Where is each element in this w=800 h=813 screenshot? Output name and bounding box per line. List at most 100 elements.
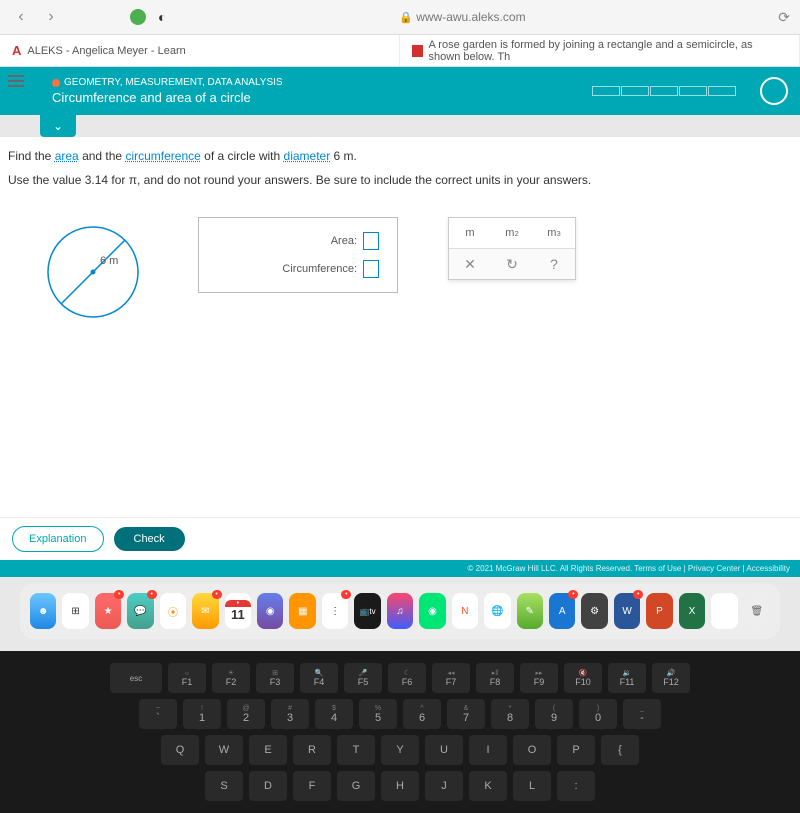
breadcrumb: GEOMETRY, MEASUREMENT, DATA ANALYSIS	[52, 77, 283, 88]
units-panel: m m2 m3 ✕ ↻ ?	[448, 217, 576, 280]
key-J: J	[425, 771, 463, 801]
dock-app10[interactable]: ✎	[517, 593, 543, 629]
check-button[interactable]: Check	[114, 527, 185, 551]
key-6: ^6	[403, 699, 441, 729]
key-W: W	[205, 735, 243, 765]
help-button[interactable]: ?	[533, 249, 575, 279]
key-:: :	[557, 771, 595, 801]
key-row-top: QWERTYUIOP{	[30, 735, 770, 765]
tab-1[interactable]: A ALEKS - Angelica Meyer - Learn	[0, 35, 400, 66]
nav-forward[interactable]: ›	[40, 6, 62, 28]
key-7: &7	[447, 699, 485, 729]
explanation-button[interactable]: Explanation	[12, 526, 104, 552]
key-f11: 🔉F11	[608, 663, 646, 693]
url-bar[interactable]: 🔒 www-awu.aleks.com	[174, 10, 750, 24]
dock-app5[interactable]: ▦	[289, 593, 315, 629]
dock-appletv[interactable]: 📺tv	[354, 593, 380, 629]
breadcrumb-dot-icon	[52, 79, 60, 87]
breadcrumb-text: GEOMETRY, MEASUREMENT, DATA ANALYSIS	[64, 77, 283, 88]
progress-indicator	[592, 86, 736, 96]
key-9: (9	[535, 699, 573, 729]
reload-icon[interactable]: ⟳	[778, 9, 790, 26]
key-f7: ◂◂F7	[432, 663, 470, 693]
question-line-1: Find the area and the circumference of a…	[8, 149, 792, 163]
keyboard: esc☼F1☀F2⊞F3🔍F4🎤F5☾F6◂◂F7▸‖F8▸▸F9🔇F10🔉F1…	[0, 651, 800, 813]
tab-1-title: ALEKS - Angelica Meyer - Learn	[27, 45, 185, 57]
dock-app8[interactable]: N	[452, 593, 478, 629]
dock-excel[interactable]: X	[679, 593, 705, 629]
answer-box: Area: Circumference:	[198, 217, 398, 293]
dock-app4[interactable]: ◉	[257, 593, 283, 629]
key-f3: ⊞F3	[256, 663, 294, 693]
dock-app2[interactable]: ⦿	[160, 593, 186, 629]
area-input[interactable]	[363, 232, 379, 250]
key-f12: 🔊F12	[652, 663, 690, 693]
copyright: © 2021 McGraw Hill LLC. All Rights Reser…	[0, 560, 800, 577]
unit-m3[interactable]: m3	[533, 218, 575, 248]
tab-2-title: A rose garden is formed by joining a rec…	[429, 39, 787, 63]
dock-settings[interactable]: ⚙	[581, 593, 607, 629]
key-f5: 🎤F5	[344, 663, 382, 693]
key-5: %5	[359, 699, 397, 729]
dock-powerpoint[interactable]: P	[646, 593, 672, 629]
url-text: www-awu.aleks.com	[416, 10, 525, 24]
dock-messages[interactable]: 💬•	[127, 593, 153, 629]
circumference-input[interactable]	[363, 260, 379, 278]
key-row-fn: esc☼F1☀F2⊞F3🔍F4🎤F5☾F6◂◂F7▸‖F8▸▸F9🔇F10🔉F1…	[30, 663, 770, 693]
tab-2[interactable]: A rose garden is formed by joining a rec…	[400, 35, 800, 66]
key-f6: ☾F6	[388, 663, 426, 693]
dock-music[interactable]: ♫	[387, 593, 413, 629]
dock-app6[interactable]: ⋮•	[322, 593, 348, 629]
area-row: Area:	[217, 232, 379, 250]
key-S: S	[205, 771, 243, 801]
key-0: )0	[579, 699, 617, 729]
key-{: {	[601, 735, 639, 765]
dock-app3[interactable]: ✉•	[192, 593, 218, 629]
dock-finder[interactable]: ☻	[30, 593, 56, 629]
circumference-row: Circumference:	[217, 260, 379, 278]
dock-appstore[interactable]: A•	[549, 593, 575, 629]
dock-calendar[interactable]: •11	[225, 593, 251, 629]
link-area[interactable]: area	[55, 149, 79, 163]
area-label: Area:	[331, 235, 357, 247]
key--: _-	[623, 699, 661, 729]
diameter-label: 6 m	[100, 255, 118, 267]
circumference-label: Circumference:	[282, 263, 357, 275]
pause-icon[interactable]: ◐	[158, 9, 166, 25]
key-f10: 🔇F10	[564, 663, 602, 693]
header-round-button[interactable]	[760, 77, 788, 105]
page-title: Circumference and area of a circle	[52, 90, 283, 105]
dock-launchpad[interactable]: ⊞	[62, 593, 88, 629]
work-area: 6 m Area: Circumference: m m2 m3 ✕ ↻ ?	[8, 207, 792, 337]
reset-button[interactable]: ↻	[491, 249, 533, 279]
dock-word[interactable]: W•	[614, 593, 640, 629]
hamburger-menu[interactable]	[8, 75, 24, 87]
site-icon	[130, 9, 146, 25]
key-f8: ▸‖F8	[476, 663, 514, 693]
dock-trash[interactable]: 🗑	[744, 593, 770, 629]
dock-app9[interactable]: 🌐	[484, 593, 510, 629]
key-4: $4	[315, 699, 353, 729]
dock-app7[interactable]: ◉	[419, 593, 445, 629]
browser-chrome: ‹ › ◐ 🔒 www-awu.aleks.com ⟳	[0, 0, 800, 35]
key-Y: Y	[381, 735, 419, 765]
dock-chrome[interactable]: ◉	[711, 593, 737, 629]
key-Q: Q	[161, 735, 199, 765]
key-1: !1	[183, 699, 221, 729]
question-instruction: Use the value 3.14 for π, and do not rou…	[8, 173, 792, 187]
clear-button[interactable]: ✕	[449, 249, 491, 279]
key-2: @2	[227, 699, 265, 729]
link-diameter[interactable]: diameter	[284, 149, 331, 163]
tab-1-icon: A	[12, 43, 21, 58]
dropdown-chevron[interactable]: ⌄	[40, 115, 76, 137]
dock-app1[interactable]: ★•	[95, 593, 121, 629]
link-circumference[interactable]: circumference	[125, 149, 200, 163]
key-U: U	[425, 735, 463, 765]
unit-m[interactable]: m	[449, 218, 491, 248]
unit-m2[interactable]: m2	[491, 218, 533, 248]
nav-back[interactable]: ‹	[10, 6, 32, 28]
key-L: L	[513, 771, 551, 801]
key-esc: esc	[110, 663, 162, 693]
key-3: #3	[271, 699, 309, 729]
tabs-row: A ALEKS - Angelica Meyer - Learn A rose …	[0, 35, 800, 67]
